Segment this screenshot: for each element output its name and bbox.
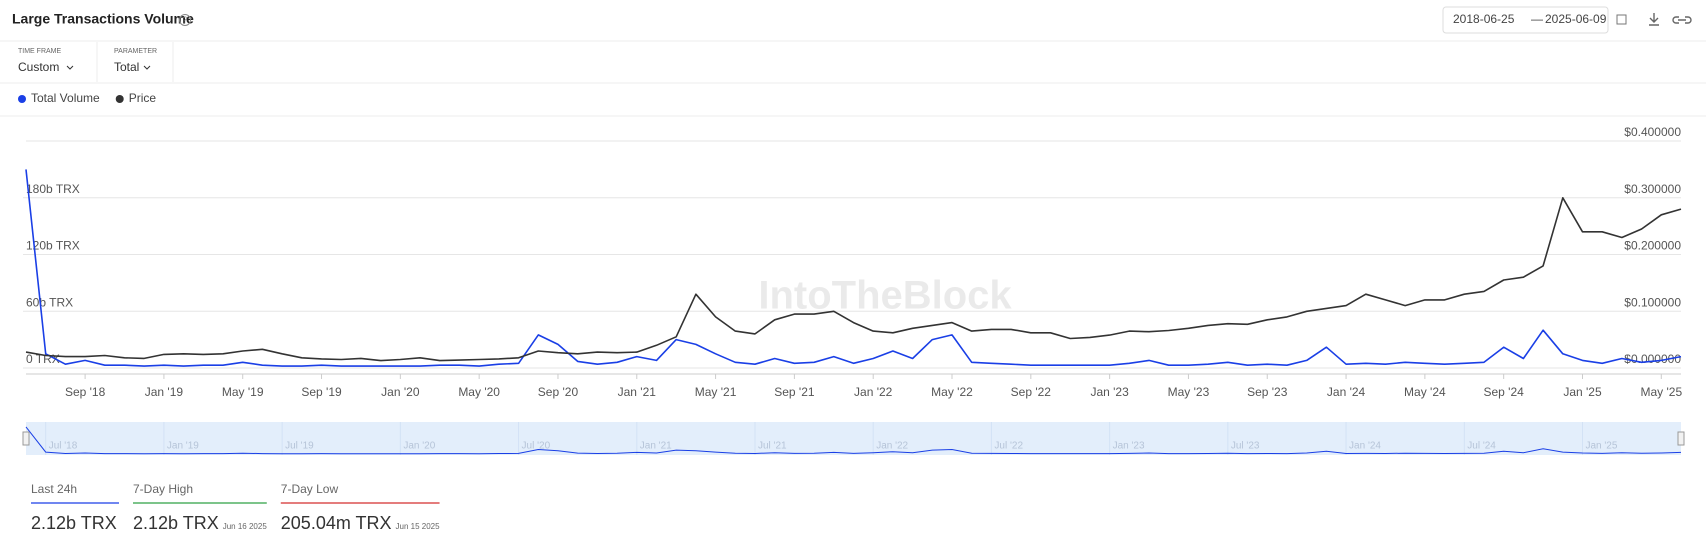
navigator-tick-label: Jan '19: [167, 441, 199, 452]
x-tick-label: Sep '24: [1484, 385, 1525, 399]
y2-tick-label: $0.100000: [1624, 295, 1681, 309]
y-tick-label: 60b TRX: [26, 295, 73, 309]
help-circle: [179, 14, 191, 26]
x-tick-label: May '22: [931, 385, 973, 399]
navigator-tick-label: Jul '23: [1231, 441, 1260, 452]
help-icon[interactable]: ?: [179, 14, 191, 26]
help-mark: ?: [183, 16, 188, 25]
y-tick-label: 120b TRX: [26, 239, 80, 253]
navigator-tick-label: Jul '18: [49, 441, 78, 452]
legend-marker: [115, 95, 124, 103]
series-line: [25, 197, 1682, 362]
stat-date: Jun 15 2025: [396, 522, 441, 531]
y2-tick-label: $0.400000: [1624, 125, 1681, 139]
navigator-handle[interactable]: [22, 431, 30, 446]
x-tick-label: Jan '25: [1563, 385, 1602, 399]
navigator-line: [25, 426, 1682, 455]
x-tick-label: May '19: [222, 385, 264, 399]
x-tick-label: Sep '19: [301, 385, 342, 399]
stat-label: 7-Day High: [133, 482, 193, 496]
x-tick-label: Jan '22: [854, 385, 893, 399]
navigator-tick-label: Jan '20: [403, 441, 435, 452]
x-tick-label: May '25: [1640, 385, 1682, 399]
chevron: [143, 65, 151, 70]
stat-value: 205.04m TRX: [281, 513, 392, 533]
navigator-tick-label: Jul '22: [994, 441, 1023, 452]
navigator-tick-label: Jan '21: [640, 441, 672, 452]
filter-label: TIME FRAME: [18, 48, 61, 55]
x-tick-label: Jan '24: [1327, 385, 1366, 399]
title: Large Transactions Volume: [12, 11, 194, 27]
filter-label: PARAMETER: [114, 48, 157, 55]
x-tick-label: Jan '20: [381, 385, 420, 399]
navigator-tick-label: Jan '24: [1349, 441, 1381, 452]
date-end: 2025-06-09: [1545, 12, 1607, 26]
navigator-tick-label: Jan '23: [1113, 441, 1145, 452]
navigator-tick-label: Jul '20: [522, 441, 551, 452]
date-start: 2018-06-25: [1453, 12, 1515, 26]
legend-label[interactable]: Price: [129, 91, 157, 105]
x-tick-label: Sep '22: [1011, 385, 1052, 399]
legend-label[interactable]: Total Volume: [31, 91, 100, 105]
x-tick-label: Sep '20: [538, 385, 579, 399]
stat-label: 7-Day Low: [281, 482, 339, 496]
navigator-tick-label: Jan '22: [876, 441, 908, 452]
x-tick-label: May '24: [1404, 385, 1446, 399]
x-tick-label: Sep '23: [1247, 385, 1288, 399]
series-line: [25, 169, 1682, 367]
x-tick-label: May '20: [458, 385, 500, 399]
x-tick-label: Jan '23: [1090, 385, 1129, 399]
navigator-handle[interactable]: [1677, 431, 1685, 446]
link-icon[interactable]: [1672, 16, 1692, 24]
x-tick-label: Sep '21: [774, 385, 815, 399]
x-tick-label: Jan '21: [618, 385, 657, 399]
chevron: [66, 65, 74, 70]
calendar-icon[interactable]: [1616, 14, 1627, 25]
y2-tick-label: $0.200000: [1624, 239, 1681, 253]
download-icon[interactable]: [1649, 13, 1659, 26]
navigator[interactable]: [26, 422, 1681, 455]
date-range[interactable]: [1442, 6, 1609, 34]
date-separator: —: [1531, 12, 1543, 26]
x-tick-label: May '23: [1168, 385, 1210, 399]
navigator-tick-label: Jul '19: [285, 441, 314, 452]
navigator-tick-label: Jan '25: [1585, 441, 1617, 452]
y-tick-label: 180b TRX: [26, 182, 80, 196]
x-tick-label: Sep '18: [65, 385, 106, 399]
stat-date: Jun 16 2025: [223, 522, 268, 531]
x-tick-label: Jan '19: [145, 385, 184, 399]
navigator-tick-label: Jul '21: [758, 441, 787, 452]
filter-value[interactable]: Custom: [18, 60, 59, 74]
legend-marker: [18, 95, 26, 103]
x-tick-label: May '21: [695, 385, 737, 399]
stat-label: Last 24h: [31, 482, 77, 496]
watermark: IntoTheBlock: [758, 274, 1012, 318]
stat-value: 2.12b TRX: [31, 513, 117, 533]
y2-tick-label: $0.300000: [1624, 182, 1681, 196]
stat-value: 2.12b TRX: [133, 513, 219, 533]
y2-tick-label: $0.000000: [1624, 352, 1681, 366]
navigator-tick-label: Jul '24: [1467, 441, 1496, 452]
filter-value[interactable]: Total: [114, 60, 139, 74]
